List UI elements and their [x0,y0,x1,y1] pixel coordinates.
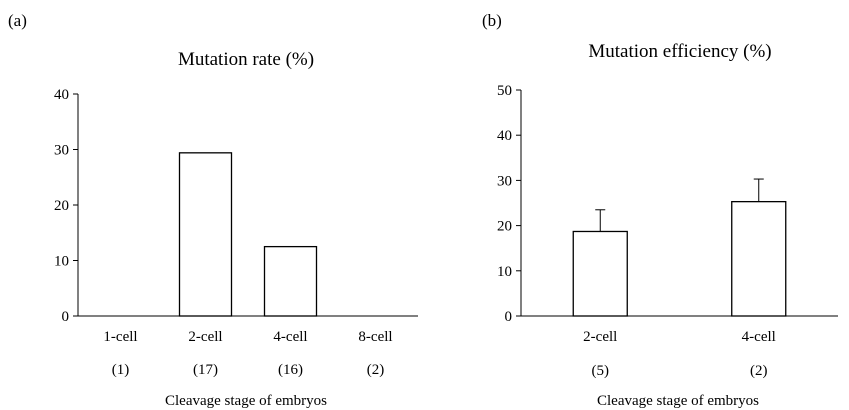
x-axis-label-b: Cleavage stage of embryos [597,393,759,409]
y-tick-label-b: 50 [497,83,512,99]
panel-label-a: (a) [8,11,27,30]
category-label-a: 2-cell [188,329,222,345]
category-label-b: 4-cell [742,329,776,345]
chart-panel-b: (b) Mutation efficiency (%) Cleavage sta… [482,11,838,409]
chart-panel-a: (a) Mutation rate (%) Cleavage stage of … [8,11,418,409]
y-tick-label-b: 40 [497,128,512,144]
x-axis-label-a: Cleavage stage of embryos [165,393,327,409]
y-tick-label-b: 0 [505,309,513,325]
y-tick-label-a: 0 [62,309,70,325]
chart-title-a: Mutation rate (%) [178,49,314,70]
category-label-a: 4-cell [273,329,307,345]
bar-a [178,152,233,317]
chart-title-b: Mutation efficiency (%) [588,41,771,62]
sample-size-label-b: (2) [750,363,768,379]
bar-b [572,230,628,317]
y-tick-label-a: 30 [54,143,69,159]
category-label-a: 8-cell [358,329,392,345]
bar-a [263,245,318,317]
sample-size-label-a: (17) [193,362,218,378]
y-tick-label-a: 40 [54,87,69,103]
category-label-a: 1-cell [103,329,137,345]
y-tick-label-a: 10 [54,254,69,270]
sample-size-label-a: (1) [112,362,130,378]
panel-label-b: (b) [482,11,502,30]
category-label-b: 2-cell [583,329,617,345]
sample-size-label-a: (2) [367,362,385,378]
y-tick-label-b: 20 [497,219,512,235]
y-tick-label-b: 10 [497,264,512,280]
bar-b [731,200,787,317]
sample-size-label-a: (16) [278,362,303,378]
y-tick-label-a: 20 [54,198,69,214]
sample-size-label-b: (5) [592,363,610,379]
y-tick-label-b: 30 [497,173,512,189]
